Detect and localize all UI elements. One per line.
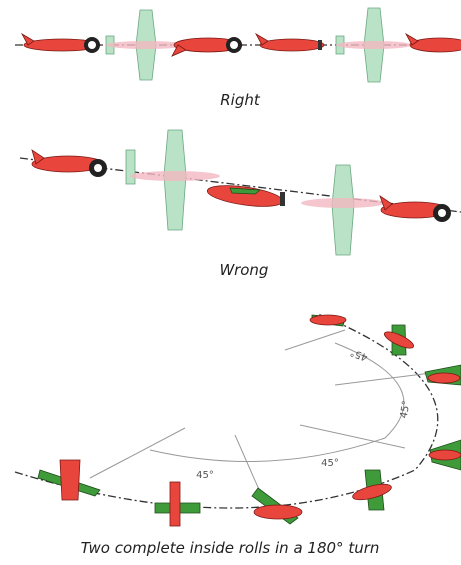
angle-label: 45° [399,400,413,419]
plane-icon [256,34,324,51]
plane-icon [32,150,107,177]
plane-icon [425,365,461,385]
plane-icon [252,488,302,524]
plane-icon [382,325,415,355]
plane-icon [22,34,100,53]
plane-icon [172,37,242,56]
plane-icon [429,440,461,470]
reference-line [90,428,185,478]
plane-icon [38,460,100,500]
plane-icon [351,470,393,510]
reference-line [285,330,345,350]
angle-label: 45° [196,470,214,481]
plane-icon [406,34,461,52]
caption: Wrong [220,261,269,279]
turn-illustration: 45° 45° 45° 45° [15,314,461,526]
plane-icon [380,196,451,222]
caption: Right [220,91,261,109]
angle-label: 45° [321,458,339,469]
plane-icon [130,130,220,230]
angle-label: 45° [349,346,369,362]
right-roll-illustration [15,8,461,82]
figure: Right Wrong [0,0,461,565]
plane-icon [310,315,346,326]
plane-icon [155,482,200,526]
plane-icon [301,165,385,255]
plane-icon [126,150,135,184]
reference-line [300,425,405,448]
plane-icon [336,8,412,82]
caption: Two complete inside rolls in a 180° turn [81,539,380,557]
wrong-roll-illustration [20,130,461,255]
